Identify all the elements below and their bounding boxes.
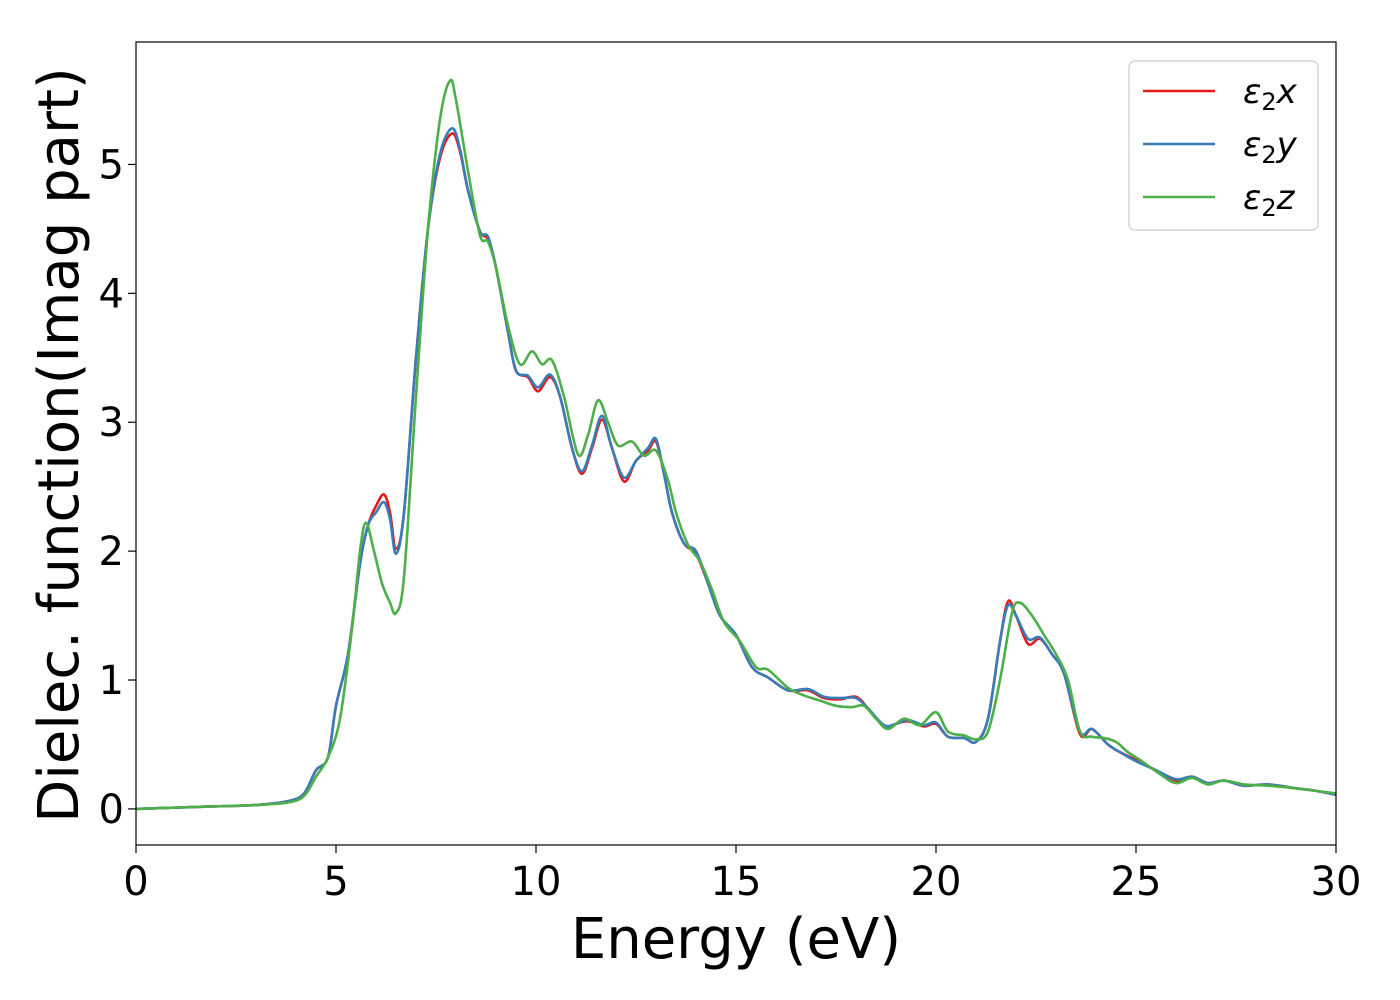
x-tick-label: 10 xyxy=(511,859,562,905)
series-line-y xyxy=(136,127,1336,811)
x-tick-label: 15 xyxy=(711,859,762,905)
series-lines xyxy=(136,78,1336,811)
x-tick-label: 5 xyxy=(323,859,348,905)
y-tick-label: 0 xyxy=(99,787,124,833)
x-tick-label: 20 xyxy=(911,859,962,905)
y-tick-label: 5 xyxy=(99,142,124,188)
x-tick-label: 0 xyxy=(123,859,148,905)
y-tick-label: 4 xyxy=(99,271,124,317)
series-line-x xyxy=(136,132,1336,811)
legend-label-y: ε2y xyxy=(1243,125,1298,169)
series-line-z xyxy=(136,78,1336,811)
legend-box xyxy=(1128,60,1319,231)
x-tick-label: 25 xyxy=(1111,859,1162,905)
legend: ε2x ε2y ε2z xyxy=(1128,60,1319,231)
x-tick-label: 30 xyxy=(1311,859,1362,905)
y-tick-label: 1 xyxy=(99,658,124,704)
y-tick-label: 2 xyxy=(99,529,124,575)
x-axis-title: Energy (eV) xyxy=(571,907,901,972)
legend-label-x: ε2x xyxy=(1243,72,1298,116)
y-tick-label: 3 xyxy=(99,400,124,446)
legend-label-z: ε2z xyxy=(1243,178,1296,222)
y-axis-title: Dielec. function(Imag part) xyxy=(27,67,92,823)
